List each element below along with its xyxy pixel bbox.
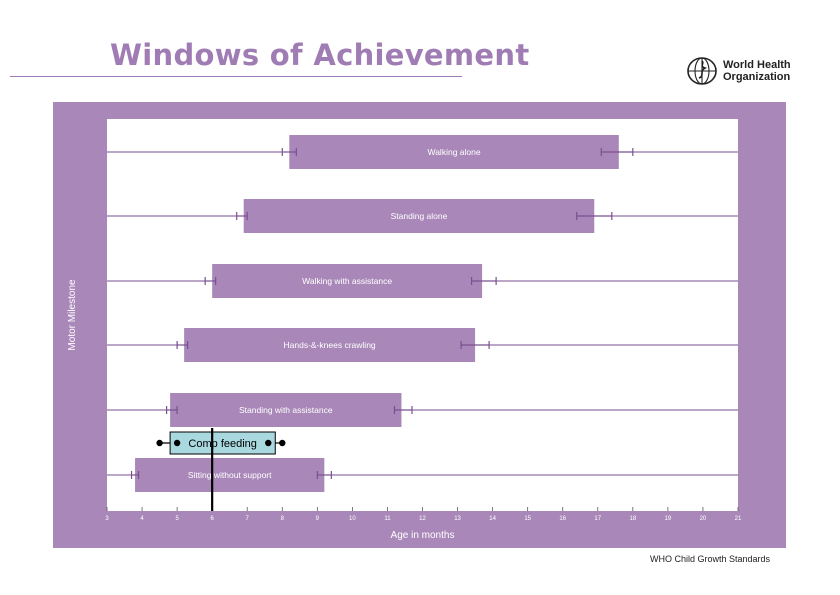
y-axis-label: Motor Milestone	[67, 279, 78, 351]
x-tick-label: 15	[524, 516, 531, 522]
who-logo: World Health Organization	[686, 56, 791, 86]
x-axis-label: Age in months	[391, 530, 455, 541]
title-divider	[10, 76, 462, 77]
milestone-bar	[212, 264, 483, 298]
highlight-marker-dot	[265, 439, 272, 447]
x-tick-label: 11	[384, 516, 391, 522]
footnote: WHO Child Growth Standards	[650, 554, 771, 564]
page-title: Windows of Achievement	[110, 38, 530, 72]
milestone-label: Walking with assistance	[302, 276, 392, 286]
highlight-bar	[169, 431, 276, 455]
x-tick-label: 10	[349, 516, 356, 522]
x-tick-label: 7	[246, 516, 250, 522]
milestone-label: Standing alone	[391, 211, 448, 221]
milestone-bar	[135, 458, 325, 492]
x-tick-label: 21	[735, 516, 742, 522]
highlight-marker-dot	[279, 439, 286, 447]
highlight-label: Comp feeding	[188, 438, 257, 450]
milestone-chart: 3 4 5 6 7 8 9 10 11 12 13 14 15 16 17 18 19 20 21 Age in mo…	[67, 119, 742, 541]
milestone-label: Walking alone	[428, 147, 481, 157]
x-tick-label: 19	[665, 516, 672, 522]
logo-line-2: Organization	[723, 71, 791, 83]
milestone-label: Standing with assistance	[239, 405, 333, 415]
x-tick-label: 6	[210, 516, 214, 522]
x-tick-label: 8	[281, 516, 285, 522]
x-tick-label: 12	[419, 516, 426, 522]
milestone-label: Sitting without support	[188, 470, 272, 480]
logo-line-1: World Health	[723, 59, 791, 71]
x-tick-label: 5	[175, 516, 179, 522]
milestone-bar	[243, 199, 595, 233]
x-tick-label: 18	[629, 516, 636, 522]
x-tick-label: 4	[140, 516, 144, 522]
x-tick-label: 14	[489, 516, 496, 522]
x-tick-label: 20	[700, 516, 707, 522]
x-tick-label: 16	[559, 516, 566, 522]
x-tick-label: 9	[316, 516, 320, 522]
highlight-marker-dot	[173, 439, 181, 447]
x-tick-label: 17	[594, 516, 601, 522]
who-emblem-icon	[687, 57, 717, 85]
milestone-label: Hands-&-knees crawling	[284, 340, 376, 350]
milestone-bar	[184, 328, 476, 362]
x-tick-label: 3	[105, 516, 109, 522]
milestone-bar	[170, 393, 402, 427]
x-tick-label: 13	[454, 516, 461, 522]
chart-panel: 3 4 5 6 7 8 9 10 11 12 13 14 15 16 17 18 19 20 21 Age in mo…	[53, 102, 786, 548]
highlight-marker-dot	[156, 439, 163, 447]
milestone-bar	[289, 135, 619, 169]
